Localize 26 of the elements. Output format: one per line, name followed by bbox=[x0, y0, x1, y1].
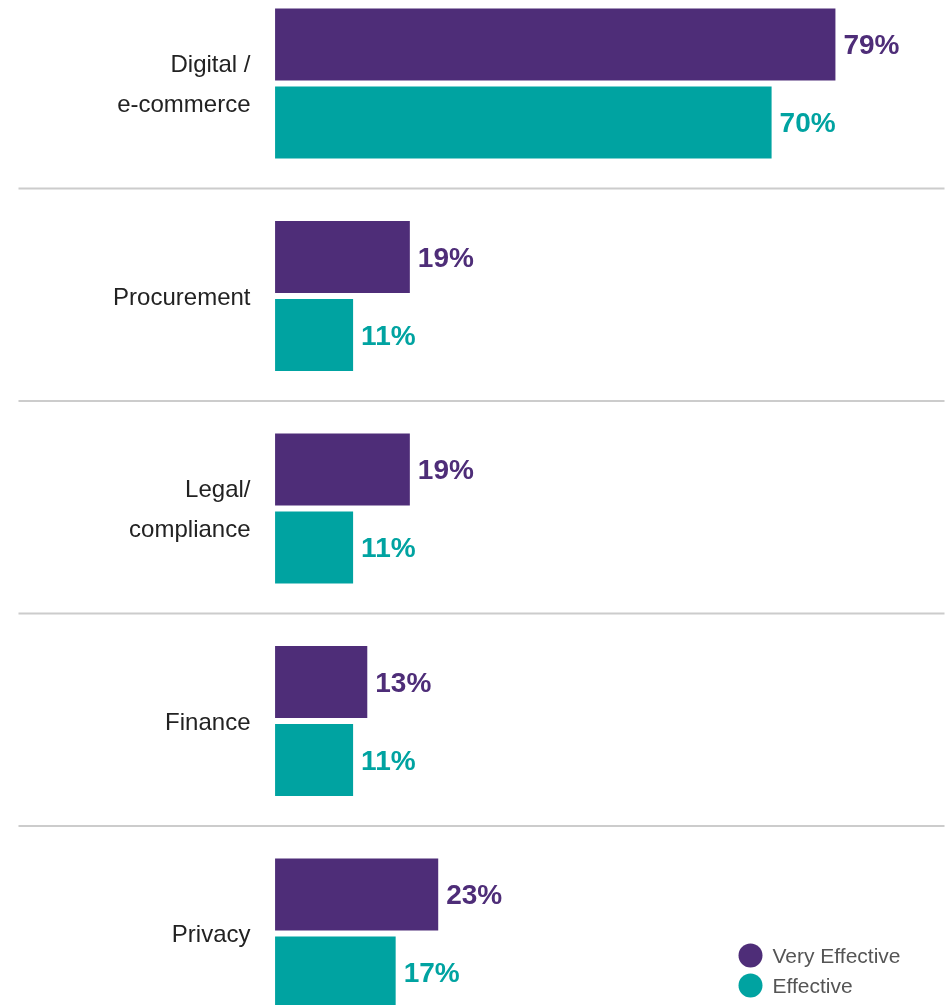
y-tick-label: Legal/ compliance bbox=[129, 474, 251, 543]
bar bbox=[275, 511, 354, 584]
bar bbox=[275, 724, 354, 796]
bar bbox=[275, 86, 772, 159]
data-label: 79% bbox=[843, 29, 900, 60]
data-label: 70% bbox=[779, 107, 836, 138]
bar bbox=[275, 433, 410, 506]
bar bbox=[275, 646, 368, 718]
y-tick-label: Procurement bbox=[113, 282, 251, 310]
data-label: 17% bbox=[403, 957, 460, 988]
bar bbox=[275, 299, 354, 371]
y-tick-label: Finance bbox=[165, 707, 251, 735]
legend-label: Very Effective bbox=[772, 944, 901, 967]
y-tick-label: Privacy bbox=[171, 920, 251, 947]
data-label: 11% bbox=[361, 744, 416, 776]
y-tick-label: Digital / e-commerce bbox=[117, 49, 251, 118]
legend-label: Effective bbox=[772, 974, 853, 997]
bar bbox=[275, 858, 439, 931]
data-label: 19% bbox=[417, 454, 474, 485]
data-label: 11% bbox=[361, 532, 416, 563]
bar bbox=[275, 8, 836, 81]
data-label: 11% bbox=[361, 319, 416, 351]
data-label: 19% bbox=[417, 241, 474, 273]
data-label: 23% bbox=[446, 879, 503, 910]
bar bbox=[275, 221, 410, 293]
data-label: 13% bbox=[375, 666, 432, 698]
